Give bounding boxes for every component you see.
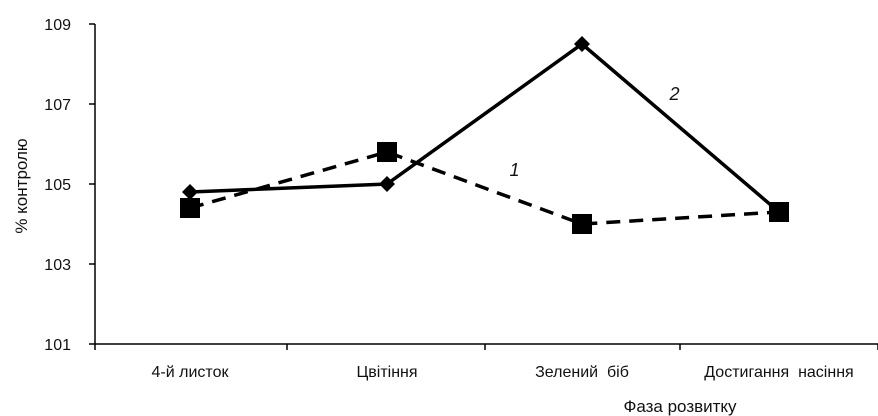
series-2-marker — [574, 36, 590, 52]
series-1-marker — [180, 198, 200, 218]
y-ticks: 109 107 105 103 101 — [44, 17, 95, 354]
series-1-label: 1 — [509, 160, 519, 180]
axes — [94, 24, 878, 345]
x-tick-label: Цвітіння — [356, 364, 417, 381]
y-tick-label: 107 — [44, 97, 71, 114]
y-tick-label: 109 — [44, 17, 71, 34]
x-tick-label: Зелений біб — [535, 364, 629, 381]
series-1-marker — [377, 142, 397, 162]
y-tick-label: 105 — [44, 177, 71, 194]
x-tick-label: Достигання насіння — [704, 364, 853, 381]
series-2-marker — [771, 204, 787, 220]
series-layer: 12 — [180, 36, 789, 234]
series-2 — [182, 36, 787, 220]
x-ticks: 4-й листок Цвітіння Зелений біб Достигання … — [94, 344, 878, 381]
series-2-marker — [379, 176, 395, 192]
series-1-line — [189, 150, 780, 226]
x-axis-title: Фаза розвитку — [623, 397, 737, 416]
y-tick-label: 103 — [44, 257, 71, 274]
y-axis-title: % контролю — [12, 138, 31, 234]
y-tick-label: 101 — [44, 337, 71, 354]
x-tick-label: 4-й листок — [152, 364, 230, 381]
series-2-label: 2 — [668, 84, 679, 104]
series-2-line — [189, 41, 781, 214]
series-1-marker — [572, 214, 592, 234]
series-2-marker — [182, 184, 198, 200]
